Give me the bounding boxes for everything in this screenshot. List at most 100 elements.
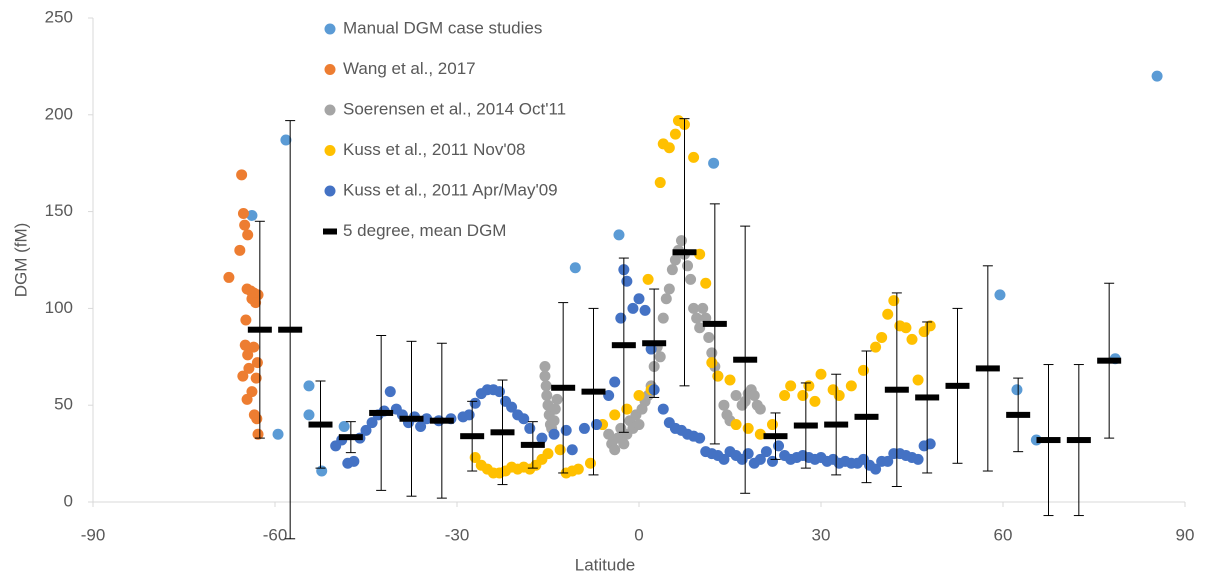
point [237, 208, 249, 220]
mean-marker [702, 320, 727, 327]
x-axis-label: Latitude [575, 555, 636, 574]
mean-marker [551, 384, 576, 391]
point [675, 235, 687, 247]
point [384, 386, 396, 398]
point [243, 362, 255, 374]
point [303, 409, 315, 421]
point [609, 409, 621, 421]
mean-marker [793, 422, 818, 429]
mean-marker [915, 394, 940, 401]
point [236, 169, 248, 181]
point [548, 428, 560, 440]
mean-marker [1036, 437, 1061, 444]
point [718, 453, 730, 465]
point [303, 380, 315, 392]
point [888, 295, 900, 307]
x-tick-label: 30 [812, 525, 831, 544]
point [239, 219, 251, 231]
legend-marker [324, 23, 336, 35]
mean-marker [1097, 357, 1122, 364]
point [660, 293, 672, 305]
x-tick-label: 0 [634, 525, 643, 544]
mean-marker [854, 413, 879, 420]
point [700, 277, 712, 289]
point [569, 262, 581, 274]
point [870, 463, 882, 475]
point [685, 273, 697, 285]
point [663, 142, 675, 154]
mean-marker [338, 434, 363, 441]
point [870, 341, 882, 353]
point [748, 390, 760, 402]
legend-label: 5 degree, mean DGM [343, 221, 506, 240]
point [518, 413, 530, 425]
point [633, 293, 645, 305]
point [845, 380, 857, 392]
y-tick-label: 250 [45, 7, 73, 26]
x-tick-label: 60 [994, 525, 1013, 544]
point [642, 273, 654, 285]
point [539, 360, 551, 372]
point [657, 403, 669, 415]
point [754, 428, 766, 440]
point [797, 390, 809, 402]
point [694, 322, 706, 334]
mean-marker [278, 326, 303, 333]
mean-marker [945, 382, 970, 389]
point [691, 312, 703, 324]
point [773, 440, 785, 452]
legend-label: Kuss et al., 2011 Apr/May'09 [343, 180, 558, 199]
point [706, 347, 718, 359]
point [657, 312, 669, 324]
point [542, 448, 554, 460]
point [613, 229, 625, 241]
point [251, 413, 263, 425]
mean-marker [975, 365, 1000, 372]
point [242, 229, 254, 241]
mean-marker [247, 326, 272, 333]
point [857, 364, 869, 376]
point [730, 390, 742, 402]
mean-marker [520, 441, 545, 448]
point [234, 244, 246, 256]
point [718, 399, 730, 411]
point [609, 376, 621, 388]
x-tick-label: -30 [445, 525, 470, 544]
legend-label: Kuss et al., 2011 Nov'08 [343, 140, 525, 159]
point [708, 157, 720, 169]
point [882, 455, 894, 467]
point [700, 312, 712, 324]
point [712, 370, 724, 382]
point [639, 304, 651, 316]
point [548, 415, 560, 427]
mean-marker [369, 409, 394, 416]
point [766, 419, 778, 431]
point [633, 419, 645, 431]
mean-marker [733, 356, 758, 363]
point [912, 453, 924, 465]
point [591, 419, 603, 431]
point [539, 370, 551, 382]
point [252, 428, 264, 440]
point [627, 302, 639, 314]
legend-marker [324, 145, 336, 156]
point [803, 380, 815, 392]
mean-marker [884, 386, 909, 393]
point [882, 308, 894, 320]
y-tick-label: 50 [54, 395, 73, 414]
point [669, 128, 681, 140]
point [760, 446, 772, 458]
point [742, 422, 754, 434]
point [1011, 384, 1023, 396]
point [833, 390, 845, 402]
point [766, 455, 778, 467]
legend-marker [324, 64, 336, 75]
x-tick-label: -90 [81, 525, 106, 544]
point [246, 209, 258, 221]
legend-marker [324, 185, 336, 197]
point [421, 413, 433, 425]
mean-marker [763, 433, 788, 440]
point [536, 432, 548, 444]
point [584, 457, 596, 469]
mean-marker [1006, 411, 1031, 418]
